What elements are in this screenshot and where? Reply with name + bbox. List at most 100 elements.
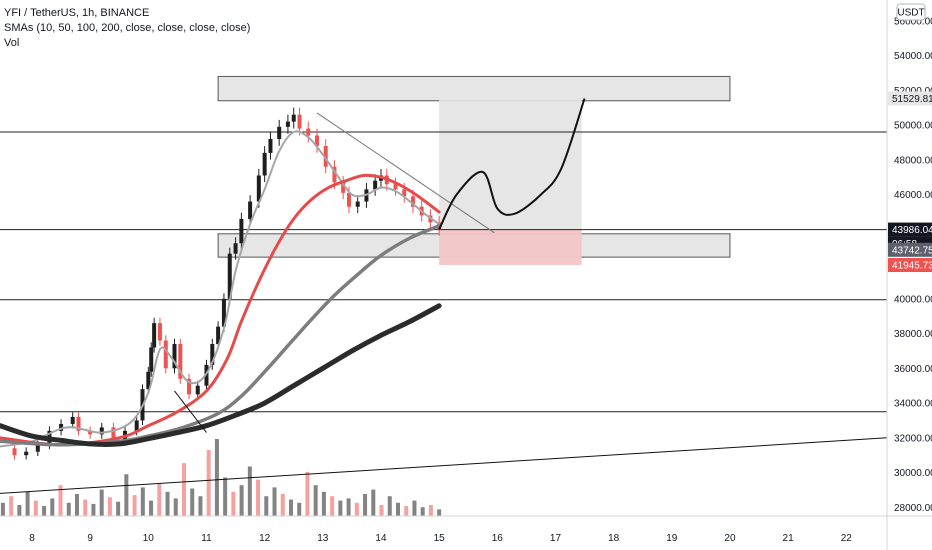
volume-bar xyxy=(181,463,186,516)
candle-body xyxy=(285,121,290,127)
volume-bar xyxy=(83,499,88,516)
candle-body xyxy=(341,182,346,193)
y-tick-label: 56000.00 xyxy=(894,16,932,27)
target-zone xyxy=(439,98,582,230)
volume-bar xyxy=(354,502,359,516)
volume-bar xyxy=(33,500,38,516)
volume-bar xyxy=(25,491,30,516)
y-tick-label: 36000.00 xyxy=(894,364,932,375)
volume-bar xyxy=(321,491,326,516)
volume-bar xyxy=(165,491,170,516)
sma-legend-line[interactable]: SMAs (10, 50, 100, 200, close, close, cl… xyxy=(4,22,251,34)
volume-bar xyxy=(379,505,384,516)
volume-bar xyxy=(107,497,112,516)
currency-button[interactable]: USDT xyxy=(896,3,926,21)
sma50-line xyxy=(0,173,441,447)
x-tick-label: 12 xyxy=(259,533,271,544)
candle-body xyxy=(195,385,200,395)
y-tick-label: 50000.00 xyxy=(894,121,932,132)
stop-zone xyxy=(439,229,582,266)
candle-body xyxy=(12,448,17,456)
volume-bar xyxy=(66,502,71,516)
x-tick-label: 8 xyxy=(29,533,35,544)
candle-body xyxy=(314,135,319,146)
volume-bar xyxy=(420,507,425,516)
volume-bar xyxy=(387,496,392,516)
candle-body xyxy=(227,253,232,299)
x-tick-label: 16 xyxy=(492,533,504,544)
x-tick-label: 19 xyxy=(666,533,678,544)
sma200-line xyxy=(0,303,442,447)
horizontal-levels xyxy=(0,131,887,413)
chart-legend: YFI / TetherUS, 1h, BINANCE SMAs (10, 50… xyxy=(4,6,250,51)
x-tick-label: 17 xyxy=(550,533,562,544)
candle-body xyxy=(88,430,93,435)
candle-body xyxy=(355,201,360,207)
candle-body xyxy=(402,189,407,197)
volume-bar xyxy=(437,509,442,516)
volume-bar xyxy=(42,506,47,516)
volume-bar xyxy=(214,439,219,516)
candle-body xyxy=(373,180,378,190)
volume-bar xyxy=(9,496,14,516)
volume-bar xyxy=(313,485,318,516)
trend-lines xyxy=(0,112,888,494)
candle-body xyxy=(210,344,215,365)
candle-body xyxy=(157,323,162,341)
x-tick-label: 20 xyxy=(724,533,736,544)
volume-bar xyxy=(231,491,236,516)
candle-body xyxy=(24,451,29,456)
y-tick-label: 48000.00 xyxy=(894,155,932,166)
volume-bar xyxy=(404,506,409,516)
candle-body xyxy=(35,444,40,452)
candle-body xyxy=(262,152,267,176)
candle-body xyxy=(291,114,296,122)
candle-body xyxy=(233,243,238,254)
candle-body xyxy=(111,427,116,442)
candle-body xyxy=(149,347,154,372)
candle-body xyxy=(163,340,168,369)
candle-body xyxy=(216,326,221,344)
volume-bar xyxy=(288,499,293,516)
volume-bar xyxy=(272,487,277,516)
volume-bar xyxy=(256,479,261,516)
projection-path xyxy=(438,98,586,231)
support-zone-tag: 43742.75 xyxy=(892,245,932,256)
volume-legend-line[interactable]: Vol xyxy=(4,37,20,49)
volume-bar xyxy=(206,450,211,516)
y-tick-label: 52000.00 xyxy=(894,86,932,97)
y-tick-label: 28000.00 xyxy=(894,503,932,514)
candle-body xyxy=(248,201,253,219)
volume-bar xyxy=(330,496,335,516)
candle-body xyxy=(59,423,64,431)
volume-bar xyxy=(190,488,195,516)
volume-bars xyxy=(0,439,442,516)
candle-body xyxy=(134,420,139,431)
x-tick-label: 21 xyxy=(783,533,795,544)
y-tick-label: 32000.00 xyxy=(894,433,932,444)
candle-body xyxy=(70,416,75,424)
candle-body xyxy=(152,323,157,348)
volume-bar xyxy=(280,494,285,516)
volume-bar xyxy=(412,500,417,516)
price-tags: USDT51529.8143986.0406:5843742.7541945.7… xyxy=(888,3,932,273)
resistance-zone-tag: 51529.81 xyxy=(892,94,932,105)
y-tick-label: 30000.00 xyxy=(894,468,932,479)
candle-body xyxy=(187,378,192,395)
candle-body xyxy=(393,184,398,190)
volume-bar xyxy=(264,496,269,516)
y-tick-label: 54000.00 xyxy=(894,51,932,62)
trend-line-3 xyxy=(174,390,207,433)
volume-bar xyxy=(198,496,203,516)
volume-bar xyxy=(173,498,178,516)
candle-body xyxy=(277,126,282,139)
volume-bar xyxy=(124,474,129,516)
symbol-line[interactable]: YFI / TetherUS, 1h, BINANCE xyxy=(4,7,150,19)
x-tick-label: 13 xyxy=(317,533,329,544)
x-tick-label: 14 xyxy=(375,533,387,544)
volume-bar xyxy=(50,498,55,516)
volume-bar xyxy=(239,485,244,516)
volume-bar xyxy=(91,503,96,516)
candle-body xyxy=(76,416,81,431)
